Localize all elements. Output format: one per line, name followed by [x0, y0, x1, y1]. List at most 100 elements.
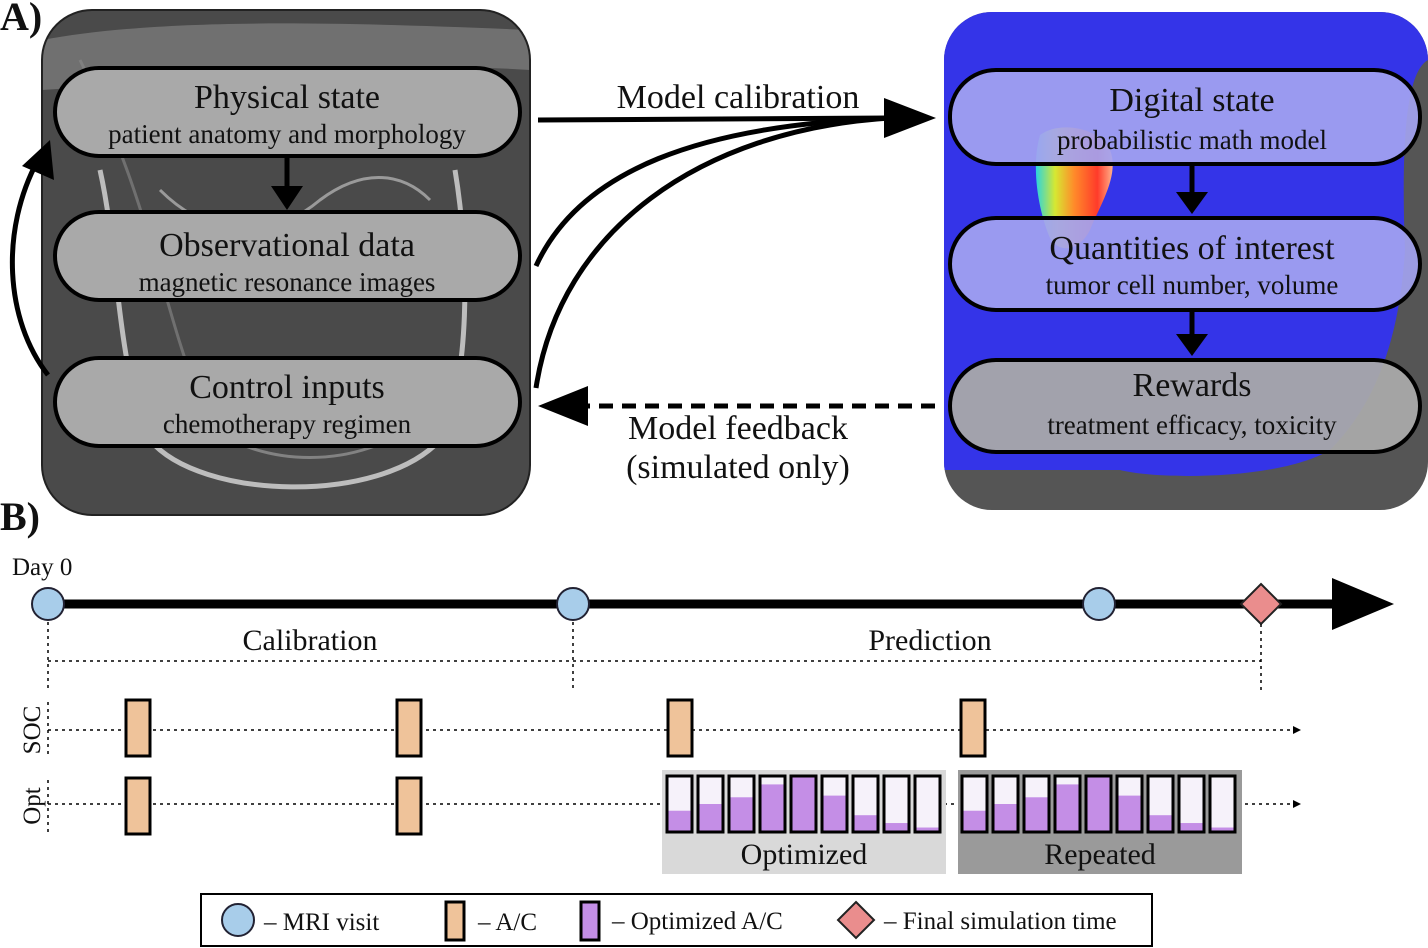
- repeated-ac-dose-fill: [993, 804, 1018, 832]
- ac-dose-opt: [124, 776, 152, 836]
- repeated-ac-bar-outline: [991, 774, 1020, 834]
- optimized-ac-bar-outline: [882, 774, 911, 834]
- panel-b-label: B): [0, 494, 40, 539]
- repeated-ac-bar-outline: [1115, 774, 1144, 834]
- optimized-dose-bars: [665, 774, 942, 834]
- optimized-ac-dose-fill: [884, 823, 909, 832]
- digital-state-subtitle: probabilistic math model: [1057, 125, 1327, 155]
- model-feedback-label: Model feedback: [628, 410, 848, 447]
- phase-brackets: [47, 622, 1262, 690]
- repeated-ac-dose-fill: [1148, 815, 1173, 832]
- panel-a-label: A): [0, 0, 42, 39]
- ac-dose-soc: [124, 698, 152, 758]
- repeated-ac-bar-outline: [1208, 774, 1237, 834]
- rewards-subtitle: treatment efficacy, toxicity: [1047, 410, 1337, 440]
- repeated-ac-dose-fill: [1086, 776, 1111, 832]
- legend-mri-icon: [221, 903, 255, 937]
- mri-visit-marker: [556, 587, 590, 621]
- repeated-ac-bar-outline: [960, 774, 989, 834]
- digital-state-title: Digital state: [1109, 82, 1274, 119]
- ac-dose-soc: [666, 698, 694, 758]
- optimized-ac-bar-background: [884, 776, 909, 832]
- repeated-ac-dose-fill: [1210, 827, 1235, 832]
- legend-ac-label: – A/C: [477, 909, 537, 936]
- model-feedback-arrow: [538, 386, 935, 426]
- repeated-ac-bar-outline: [1053, 774, 1082, 834]
- optimized-ac-bar-outline: [913, 774, 942, 834]
- optimized-ac-dose-fill: [791, 776, 816, 832]
- rewards-title: Rewards: [1133, 367, 1252, 404]
- right-box-quantities: Quantities of interest tumor cell number…: [948, 216, 1422, 312]
- opt-row-label: Opt: [19, 787, 46, 825]
- repeated-ac-bar-outline: [1022, 774, 1051, 834]
- quantities-title: Quantities of interest: [1049, 230, 1335, 267]
- left-box-observational-data: Observational data magnetic resonance im…: [53, 210, 522, 302]
- repeated-ac-bar-background: [1210, 776, 1235, 832]
- ac-dose-soc: [395, 698, 423, 758]
- ac-dose-opt: [395, 776, 423, 836]
- quantities-to-rewards-arrow: [1176, 311, 1208, 356]
- physical-to-observational-arrow: [271, 158, 303, 210]
- mri-visit-marker: [31, 587, 65, 621]
- model-feedback-sublabel: (simulated only): [626, 449, 850, 486]
- optimized-ac-bar-background: [915, 776, 940, 832]
- repeated-ac-bar-outline: [1146, 774, 1175, 834]
- calibration-phase-label: Calibration: [243, 624, 378, 657]
- optimized-ac-bar-outline: [851, 774, 880, 834]
- optimized-ac-dose-fill: [729, 797, 754, 832]
- repeated-ac-dose-fill: [1055, 784, 1080, 832]
- optimized-ac-dose-fill: [822, 795, 847, 832]
- legend-box: [200, 893, 1153, 947]
- repeated-ac-bar-outline: [1084, 774, 1113, 834]
- legend-ac-icon: [444, 900, 466, 942]
- control-inputs-subtitle: chemotherapy regimen: [163, 409, 412, 439]
- left-box-physical-state: Physical state patient anatomy and morph…: [53, 66, 522, 158]
- optimized-ac-dose-fill: [760, 784, 785, 832]
- right-box-digital-state: Digital state probabilistic math model: [948, 68, 1422, 166]
- ac-dose-soc: [959, 698, 987, 758]
- repeated-label: Repeated: [1044, 838, 1156, 871]
- observational-data-subtitle: magnetic resonance images: [139, 267, 436, 297]
- digital-to-quantities-arrow: [1176, 166, 1208, 214]
- optimized-ac-dose-fill: [853, 815, 878, 832]
- repeated-ac-bar-background: [1179, 776, 1204, 832]
- right-box-rewards: Rewards treatment efficacy, toxicity: [948, 358, 1422, 454]
- physical-state-subtitle: patient anatomy and morphology: [108, 119, 466, 149]
- physical-state-title: Physical state: [194, 79, 380, 116]
- legend-final-label: – Final simulation time: [883, 908, 1117, 935]
- repeated-ac-dose-fill: [1117, 795, 1142, 832]
- timeline-arrowhead: [1332, 578, 1394, 630]
- repeated-ac-bar-outline: [1177, 774, 1206, 834]
- repeated-dose-bars: [960, 774, 1237, 834]
- day0-label: Day 0: [12, 554, 72, 581]
- optimized-ac-dose-fill: [915, 827, 940, 832]
- model-calibration-label: Model calibration: [617, 79, 860, 116]
- legend-final-icon: [836, 900, 876, 940]
- optimized-ac-bar-outline: [820, 774, 849, 834]
- timeline-axis: [48, 578, 1394, 630]
- final-simulation-marker: [1239, 582, 1283, 626]
- optimized-ac-bar-outline: [665, 774, 694, 834]
- soc-row-label: SOC: [19, 706, 46, 755]
- legend-optimized-ac-icon: [579, 900, 601, 942]
- optimized-ac-dose-fill: [698, 804, 723, 832]
- mri-visit-marker: [1082, 587, 1116, 621]
- legend-optimized-ac-label: – Optimized A/C: [611, 908, 783, 935]
- optimized-ac-bar-outline: [789, 774, 818, 834]
- repeated-ac-dose-fill: [962, 810, 987, 832]
- repeated-ac-dose-fill: [1179, 823, 1204, 832]
- optimized-ac-bar-outline: [696, 774, 725, 834]
- optimized-ac-dose-fill: [667, 810, 692, 832]
- control-inputs-title: Control inputs: [189, 369, 385, 406]
- legend-mri-label: – MRI visit: [263, 909, 379, 936]
- model-calibration-arrows: [533, 98, 936, 389]
- legend: – MRI visit – A/C – Optimized A/C – Fina…: [200, 893, 1153, 947]
- left-box-control-inputs: Control inputs chemotherapy regimen: [53, 356, 522, 448]
- control-to-physical-loop-arrow: [9, 140, 54, 377]
- optimized-label: Optimized: [741, 838, 868, 871]
- prediction-phase-label: Prediction: [868, 624, 991, 657]
- quantities-subtitle: tumor cell number, volume: [1046, 270, 1339, 300]
- optimized-ac-bar-outline: [758, 774, 787, 834]
- repeated-ac-dose-fill: [1024, 797, 1049, 832]
